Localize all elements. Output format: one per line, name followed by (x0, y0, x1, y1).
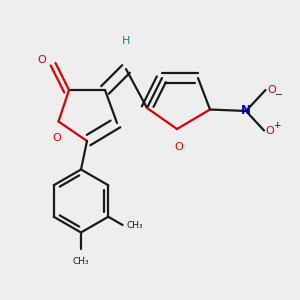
Text: H: H (122, 37, 130, 46)
Text: O: O (174, 142, 183, 152)
Text: CH₃: CH₃ (73, 256, 89, 266)
Text: CH₃: CH₃ (126, 220, 143, 230)
Text: O: O (266, 125, 274, 136)
Text: +: + (273, 121, 280, 130)
Text: N: N (241, 104, 251, 118)
Text: O: O (267, 85, 276, 95)
Text: O: O (38, 55, 46, 65)
Text: −: − (275, 89, 283, 100)
Text: O: O (52, 133, 62, 143)
